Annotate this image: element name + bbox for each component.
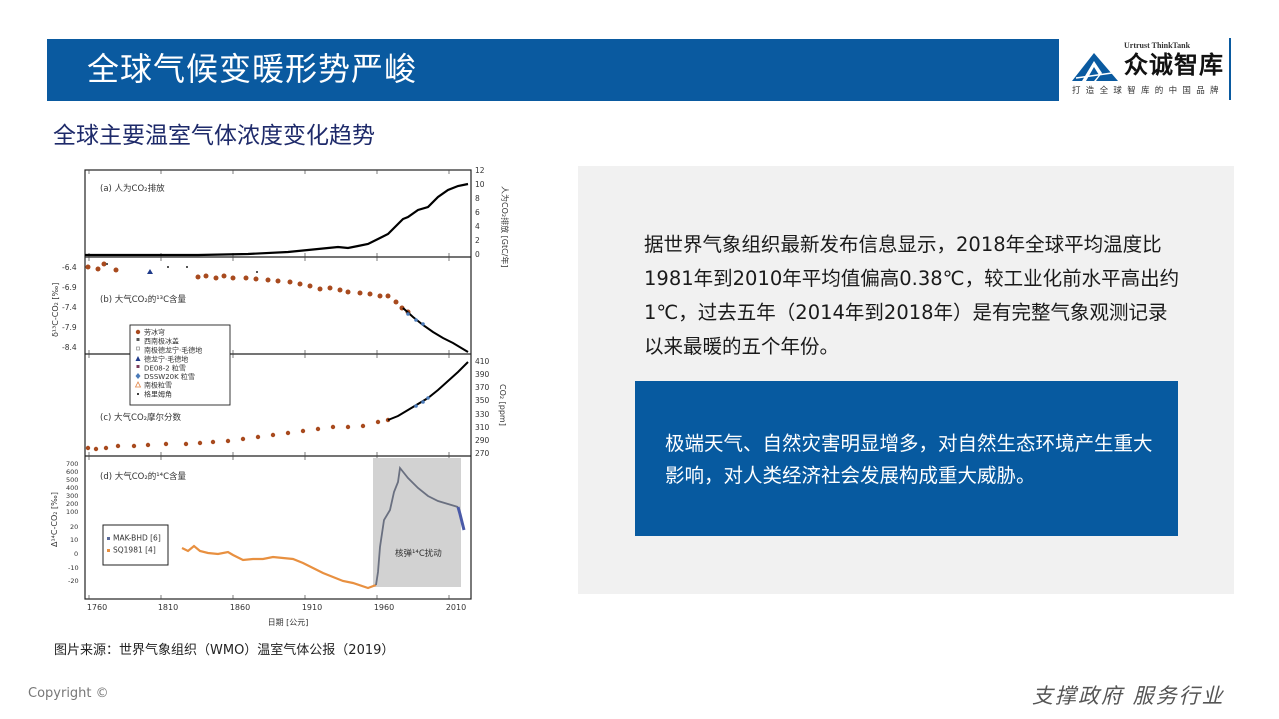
image-source-note: 图片来源：世界气象组织（WMO）温室气体公报（2019）: [54, 643, 395, 658]
panel-b-ylabel: δ¹³C-CO₂ [‰]: [51, 283, 60, 337]
svg-text:DE08-2 粒雪: DE08-2 粒雪: [144, 364, 186, 373]
panel-c-ylabel: CO₂ [ppm]: [498, 384, 507, 426]
svg-text:700: 700: [66, 460, 78, 468]
svg-text:-7.4: -7.4: [62, 303, 77, 312]
nuclear-annotation: 核弹¹⁴C扰动: [395, 548, 442, 559]
svg-text:0: 0: [74, 550, 78, 558]
panel-c-label: (c) 大气CO₂摩尔分数: [100, 412, 182, 423]
svg-text:10: 10: [475, 180, 485, 189]
svg-text:8: 8: [475, 194, 480, 203]
svg-text:20: 20: [70, 523, 78, 531]
mountain-logo-icon: [1072, 53, 1118, 81]
svg-text:600: 600: [66, 468, 78, 476]
title-bar: 全球气候变暖形势严峻: [47, 39, 1059, 101]
svg-text:500: 500: [66, 476, 78, 484]
panel-d-ylabel: Δ¹⁴C-CO₂ [‰]: [50, 492, 59, 547]
svg-text:310: 310: [475, 423, 490, 432]
svg-text:-6.4: -6.4: [62, 263, 77, 272]
brand-slogan: 打造全球智库的中国品牌: [1072, 86, 1224, 96]
svg-text:-10: -10: [68, 564, 79, 572]
x-axis-label: 日期 [公元]: [268, 618, 309, 627]
svg-text:1860: 1860: [230, 603, 250, 612]
svg-text:SQ1981 [4]: SQ1981 [4]: [113, 546, 156, 555]
brand-english-name: Urtrust ThinkTank: [1124, 41, 1191, 50]
brand-chinese-name: 众诚智库: [1124, 50, 1224, 79]
copyright-text: Copyright ©: [28, 686, 109, 701]
brand-logo: Urtrust ThinkTank 众诚智库 打造全球智库的中国品牌: [1066, 38, 1279, 102]
callout-text: 极端天气、自然灾害明显增多，对自然生态环境产生重大影响，对人类经济社会发展构成重…: [665, 432, 1153, 487]
svg-text:南极德龙宁·毛德地: 南极德龙宁·毛德地: [144, 346, 202, 355]
svg-text:MAK-BHD [6]: MAK-BHD [6]: [113, 534, 161, 543]
svg-text:300: 300: [66, 492, 78, 500]
svg-text:0: 0: [475, 250, 480, 259]
svg-text:12: 12: [475, 166, 485, 175]
svg-text:西南极冰盖: 西南极冰盖: [144, 337, 179, 346]
divider: [1229, 38, 1231, 100]
footer-slogan: 支撑政府 服务行业: [1032, 684, 1225, 708]
svg-text:290: 290: [475, 436, 490, 445]
svg-text:100: 100: [66, 508, 78, 516]
svg-text:-6.9: -6.9: [62, 283, 77, 292]
svg-text:10: 10: [70, 536, 78, 544]
svg-text:4: 4: [475, 222, 480, 231]
svg-text:DSSW20K 粒雪: DSSW20K 粒雪: [144, 372, 195, 381]
panel-d-label: (d) 大气CO₂的¹⁴C含量: [100, 471, 187, 482]
svg-text:1810: 1810: [158, 603, 178, 612]
section-subtitle: 全球主要温室气体浓度变化趋势: [53, 123, 375, 149]
svg-text:南极粒雪: 南极粒雪: [144, 381, 172, 390]
svg-text:200: 200: [66, 500, 78, 508]
svg-text:270: 270: [475, 449, 490, 458]
nuclear-shaded-region: [373, 458, 461, 587]
svg-text:-7.9: -7.9: [62, 323, 77, 332]
panel-a-label: (a) 人为CO₂排放: [100, 183, 165, 194]
svg-text:400: 400: [66, 484, 78, 492]
svg-text:1910: 1910: [302, 603, 322, 612]
svg-text:德龙宁·毛德地: 德龙宁·毛德地: [144, 355, 188, 364]
svg-text:劳冰穹: 劳冰穹: [144, 328, 165, 337]
svg-text:-20: -20: [68, 577, 79, 585]
callout-box: 极端天气、自然灾害明显增多，对自然生态环境产生重大影响，对人类经济社会发展构成重…: [635, 381, 1178, 536]
svg-text:330: 330: [475, 410, 490, 419]
svg-text:6: 6: [475, 208, 480, 217]
svg-text:370: 370: [475, 383, 490, 392]
info-paragraph: 据世界气象组织最新发布信息显示，2018年全球平均温度比1981年到2010年平…: [644, 233, 1180, 358]
svg-text:格里姆角: 格里姆角: [144, 390, 172, 399]
svg-text:1960: 1960: [374, 603, 394, 612]
svg-text:1760: 1760: [87, 603, 107, 612]
svg-text:350: 350: [475, 396, 490, 405]
svg-text:2010: 2010: [446, 603, 466, 612]
page-title: 全球气候变暖形势严峻: [87, 50, 418, 88]
svg-text:410: 410: [475, 357, 490, 366]
panel-a-ylabel: 人为CO₂排放 [GtC/年]: [500, 186, 510, 268]
panel-b-label: (b) 大气CO₂的¹³C含量: [100, 294, 187, 305]
svg-text:390: 390: [475, 370, 490, 379]
svg-text:2: 2: [475, 236, 480, 245]
svg-text:-8.4: -8.4: [62, 343, 77, 352]
ghg-trend-chart: (a) 人为CO₂排放 12 10 8 6 4 2 0 人为CO₂排放 [GtC/年] (b…: [48, 162, 518, 632]
